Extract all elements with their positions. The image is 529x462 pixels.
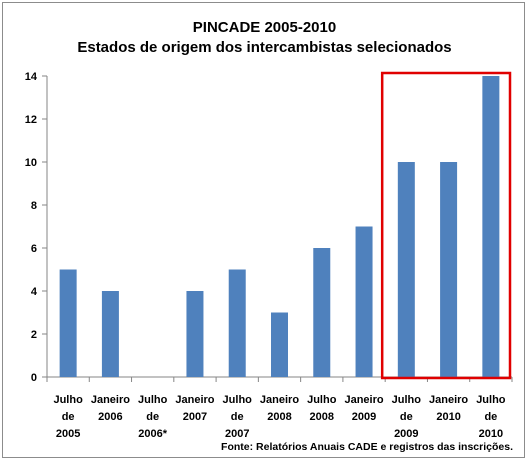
bar	[482, 76, 500, 377]
x-tick-label: Julho	[53, 394, 83, 406]
bar	[271, 312, 288, 377]
y-tick-label: 4	[31, 286, 38, 298]
x-tick-label: 2010	[479, 428, 503, 440]
x-tick-label: 2008	[267, 411, 291, 423]
source-note: Fonte: Relatórios Anuais CADE e registro…	[221, 441, 513, 453]
bar	[313, 248, 331, 377]
x-tick-label: 2007	[183, 411, 207, 423]
x-tick-label: Julho	[138, 394, 168, 406]
x-tick-label: Janeiro	[429, 394, 468, 406]
x-tick-label: 2009	[394, 428, 418, 440]
x-tick-label: 2007	[225, 428, 249, 440]
bar	[397, 162, 415, 377]
y-tick-label: 2	[31, 329, 37, 341]
chart-subtitle: Estados de origem dos intercambistas sel…	[77, 39, 452, 56]
y-tick-label: 14	[25, 71, 38, 83]
x-tick-label: Janeiro	[91, 394, 130, 406]
x-tick-label: Janeiro	[175, 394, 214, 406]
x-tick-label: de	[484, 411, 497, 423]
bar	[101, 291, 119, 377]
x-tick-label: Julho	[307, 394, 337, 406]
bar	[59, 269, 77, 377]
bar	[228, 269, 246, 377]
chart-title: PINCADE 2005-2010	[192, 19, 337, 36]
y-tick-label: 0	[31, 372, 37, 384]
x-tick-label: de	[400, 411, 413, 423]
bar	[440, 162, 458, 377]
y-tick-label: 6	[31, 243, 37, 255]
x-tick-label: Julho	[476, 394, 506, 406]
bar	[186, 291, 204, 377]
x-tick-label: Julho	[392, 394, 422, 406]
x-tick-label: de	[231, 411, 244, 423]
y-tick-label: 10	[25, 157, 37, 169]
x-tick-label: de	[62, 411, 75, 423]
x-tick-label: 2006	[98, 411, 122, 423]
bar	[355, 226, 373, 377]
x-tick-label: Janeiro	[260, 394, 299, 406]
y-tick-label: 8	[31, 200, 37, 212]
x-tick-label: 2005	[56, 428, 80, 440]
x-tick-label: Julho	[223, 394, 253, 406]
x-tick-label: 2006*	[138, 428, 167, 440]
x-tick-label: 2010	[436, 411, 460, 423]
highlight-box	[380, 71, 512, 380]
x-tick-label: 2009	[352, 411, 376, 423]
y-tick-label: 12	[25, 114, 37, 126]
x-tick-label: de	[146, 411, 159, 423]
x-tick-label: 2008	[310, 411, 334, 423]
x-tick-label: Janeiro	[344, 394, 383, 406]
